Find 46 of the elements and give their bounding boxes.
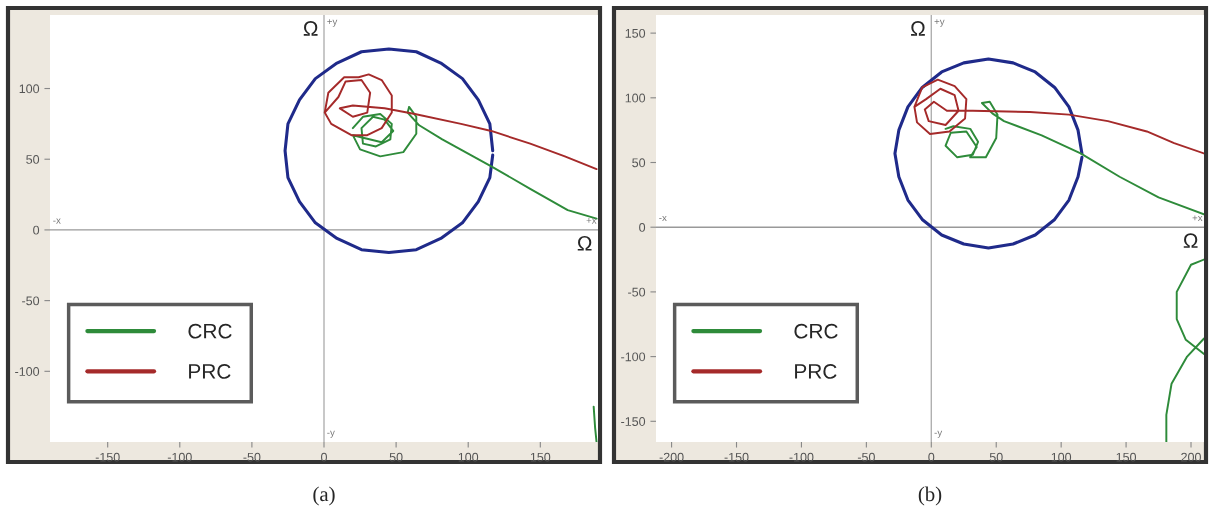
x-tick-label: -200 [659,452,684,462]
x-tick-label: 50 [989,452,1003,462]
annotation: -x [659,215,667,222]
annotation: -x [53,218,61,224]
x-tick-label: -50 [243,452,261,462]
legend-label: CRC [188,323,232,339]
x-tick-label: 0 [321,452,327,462]
y-tick-label: 100 [19,84,40,94]
x-tick-label: 200 [1181,452,1201,462]
y-tick-label: -100 [15,367,40,376]
x-tick-label: 100 [458,452,479,462]
y-tick-label: -100 [621,352,646,362]
annotation: +y [327,19,338,27]
y-tick-label: 0 [639,223,646,232]
x-tick-label: 100 [1051,452,1072,462]
text: (a) [313,486,335,506]
annotation: -y [327,430,335,438]
y-axis-title: Ω [911,21,925,36]
x-axis-title: Ω [577,236,592,251]
x-tick-label: -150 [724,452,749,462]
legend-label: PRC [795,364,837,379]
x-tick-label: -150 [95,452,120,462]
y-tick-label: 0 [33,225,40,235]
x-tick-label: -100 [167,452,192,462]
legend-label: PRC [189,364,231,379]
annotation: +x [586,218,597,224]
x-tick-label: 150 [1116,452,1137,462]
y-tick-label: 50 [26,155,40,164]
legend-label: CRC [794,323,838,339]
annotation: +x [1192,215,1203,222]
text: (b) [918,486,942,506]
y-tick-label: -50 [22,296,40,306]
y-tick-label: 100 [625,93,646,103]
y-tick-label: -150 [621,417,646,426]
annotation: -y [934,430,943,438]
annotation: +y [934,19,945,27]
y-tick-label: 50 [632,158,646,168]
x-axis-title: Ω [1183,233,1198,248]
y-tick-label: 150 [625,28,646,38]
x-tick-label: 150 [530,452,551,462]
y-axis-title: Ω [303,21,318,36]
x-tick-label: 0 [928,452,935,462]
x-tick-label: -100 [789,452,814,462]
x-tick-label: 50 [389,452,403,462]
y-tick-label: -50 [628,287,646,297]
x-tick-label: -50 [857,452,875,462]
